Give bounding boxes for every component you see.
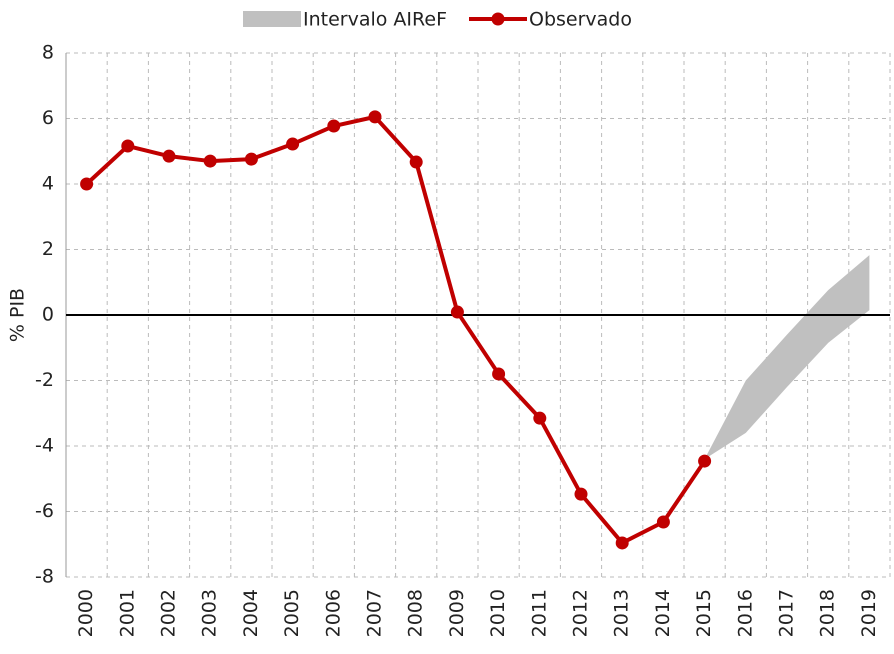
line: [85, 114, 707, 545]
x-tick-label: 2003: [199, 589, 221, 637]
legend-marker: [491, 12, 505, 26]
x-tick-label: 2017: [776, 589, 798, 637]
x-tick-label: 2013: [611, 589, 633, 637]
x-tick-label: 2001: [116, 589, 138, 637]
x-tick-label: 2005: [281, 589, 303, 637]
x-tick-label: 2012: [570, 589, 592, 637]
x-tick-label: 2007: [364, 589, 386, 637]
marker: [162, 149, 176, 163]
legend-label: Observado: [529, 9, 632, 31]
x-tick-label: 2018: [817, 589, 839, 637]
y-axis-label: % PIB: [7, 288, 29, 342]
x-tick-label: 2002: [158, 589, 180, 637]
marker: [450, 305, 464, 319]
x-tick-label: 2004: [240, 589, 262, 637]
marker: [80, 177, 94, 191]
x-tick-label: 2008: [405, 589, 427, 637]
marker: [286, 137, 300, 151]
y-tick-label: 8: [42, 42, 54, 64]
marker: [574, 487, 588, 501]
marker: [368, 110, 382, 124]
y-tick-label: 0: [42, 304, 54, 326]
marker: [244, 152, 258, 166]
x-tick-label: 2009: [446, 589, 468, 637]
marker: [492, 367, 506, 381]
x-tick-label: 2006: [322, 589, 344, 637]
x-tick-label: 2019: [858, 589, 880, 637]
y-tick-label: 4: [42, 173, 54, 195]
y-tick-label: -2: [35, 369, 54, 391]
x-tick-label: 2014: [652, 589, 674, 637]
x-tick-label: 2016: [734, 589, 756, 637]
marker: [409, 155, 423, 169]
y-tick-label: 2: [42, 238, 54, 260]
x-tick-label: 2010: [487, 589, 509, 637]
x-tick-label: 2000: [75, 589, 97, 637]
marker: [698, 454, 712, 468]
marker: [203, 154, 217, 168]
x-tick-label: 2011: [528, 589, 550, 637]
marker: [656, 515, 670, 529]
legend-swatch: [243, 11, 301, 27]
y-tick-label: -8: [35, 566, 54, 588]
marker: [121, 139, 135, 153]
marker: [533, 411, 547, 425]
range-area: [704, 255, 870, 460]
marker: [615, 536, 629, 550]
x-tick-label: 2015: [693, 589, 715, 637]
y-tick-label: -6: [35, 500, 54, 522]
legend-label: Intervalo AIReF: [303, 9, 447, 31]
y-tick-label: -4: [35, 435, 54, 457]
marker: [327, 119, 341, 133]
y-tick-label: 6: [42, 107, 54, 129]
